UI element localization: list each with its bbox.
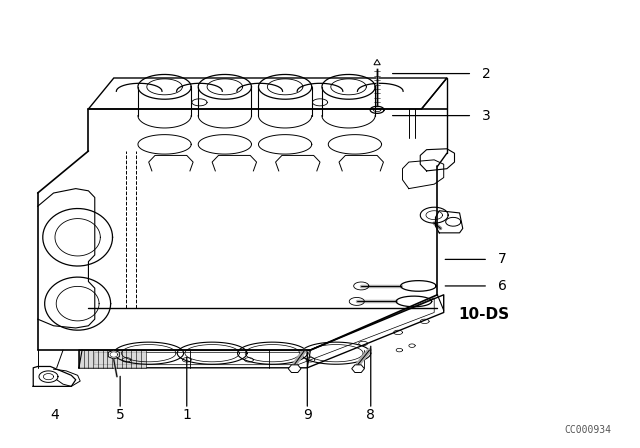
Text: 6: 6 bbox=[498, 279, 506, 293]
Polygon shape bbox=[374, 60, 380, 65]
Text: 3: 3 bbox=[482, 108, 490, 123]
Polygon shape bbox=[288, 365, 301, 372]
Text: 5: 5 bbox=[116, 408, 125, 422]
Text: 9: 9 bbox=[303, 408, 312, 422]
Text: CC000934: CC000934 bbox=[565, 426, 612, 435]
Text: 2: 2 bbox=[482, 67, 490, 81]
Text: 10-DS: 10-DS bbox=[458, 307, 509, 322]
Polygon shape bbox=[352, 365, 364, 372]
Text: 1: 1 bbox=[182, 408, 191, 422]
Text: 8: 8 bbox=[366, 408, 375, 422]
Polygon shape bbox=[79, 350, 145, 368]
Text: 7: 7 bbox=[498, 252, 506, 267]
Polygon shape bbox=[108, 350, 119, 359]
Text: 4: 4 bbox=[51, 408, 59, 422]
